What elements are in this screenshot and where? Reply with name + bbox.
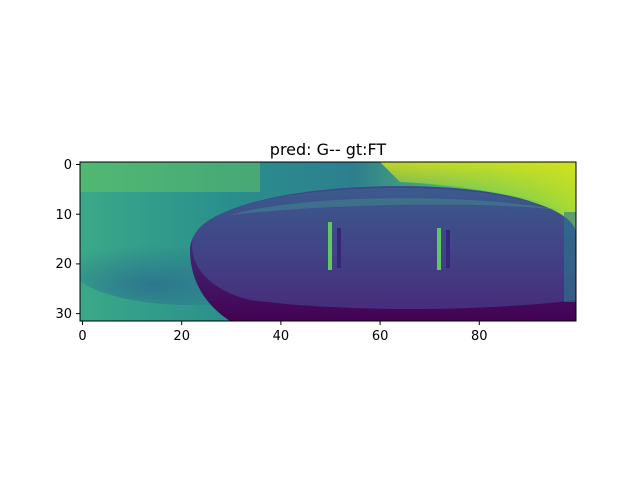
- x-tick-label: 20: [173, 329, 190, 344]
- y-tick-label: 10: [55, 208, 72, 223]
- x-tick-label: 0: [78, 329, 86, 344]
- y-tick-label: 0: [64, 158, 72, 173]
- x-axis: 0 20 40 60 80: [78, 321, 488, 344]
- image-heatmap: [80, 162, 576, 321]
- y-axis: 0 10 20 30: [55, 158, 80, 322]
- plot-title: pred: G-- gt:FT: [270, 140, 387, 159]
- y-tick-label: 30: [55, 307, 72, 322]
- x-tick-label: 80: [471, 329, 488, 344]
- x-tick-label: 40: [273, 329, 290, 344]
- x-tick-label: 60: [372, 329, 389, 344]
- axes-frame: [79, 161, 577, 322]
- y-tick-label: 20: [55, 257, 72, 272]
